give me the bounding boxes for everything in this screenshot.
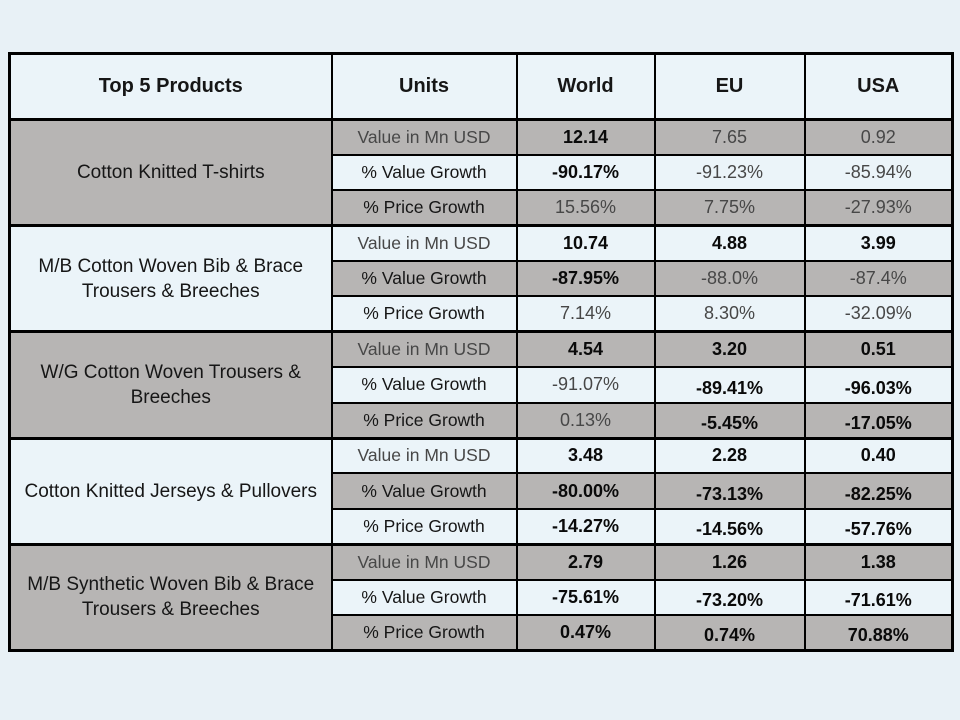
table-row: % Price Growth -14.27% -14.56% -57.76% [10, 507, 954, 546]
value-cell-usa: -71.61% [803, 578, 954, 616]
value-cell-world: 0.13% [515, 401, 656, 440]
table-row: M/B Cotton Woven Bib & Brace Trousers & … [8, 224, 954, 333]
table-row: % Price Growth 0.47% 0.74% 70.88% [10, 613, 954, 652]
value-cell-usa: -96.03% [803, 366, 954, 404]
value-cell-usa: 1.38 [803, 542, 954, 581]
unit-label-cell: % Value Growth [330, 153, 518, 192]
table-row: % Price Growth 0.13% -5.45% -17.05% [10, 401, 954, 440]
value-cell-usa: 3.99 [803, 224, 954, 263]
value-cell-eu: -14.56% [653, 507, 806, 546]
value-cell-eu: 2.28 [653, 436, 806, 475]
value-cell-eu: 1.26 [653, 542, 806, 581]
value-cell-eu: 7.65 [653, 117, 806, 156]
unit-label-cell: % Price Growth [330, 507, 518, 546]
product-name-cell: Cotton Knitted Jerseys & Pullovers [8, 436, 333, 546]
value-cell-eu: -5.45% [653, 401, 806, 440]
value-cell-eu: 8.30% [653, 295, 806, 333]
value-cell-world: -91.07% [515, 366, 656, 404]
value-cell-eu: 0.74% [653, 613, 806, 652]
table-row: % Price Growth 15.56% 7.75% -27.93% [10, 189, 954, 227]
table-header: Top 5 Products Units World EU USA [8, 52, 954, 121]
value-cell-eu: 7.75% [653, 189, 806, 227]
unit-label-cell: % Price Growth [330, 613, 518, 652]
unit-label-cell: % Value Growth [330, 472, 518, 510]
value-cell-usa: -32.09% [803, 295, 954, 333]
table-row: % Value Growth -91.07% -89.41% -96.03% [10, 366, 954, 404]
table-row: % Value Growth -87.95% -88.0% -87.4% [10, 260, 954, 298]
table-row: M/B Synthetic Woven Bib & Brace Trousers… [8, 542, 954, 652]
value-cell-eu: 4.88 [653, 224, 806, 263]
value-cell-usa: 70.88% [803, 613, 954, 652]
value-cell-usa: -17.05% [803, 401, 954, 440]
product-name-cell: M/B Synthetic Woven Bib & Brace Trousers… [8, 542, 333, 652]
value-cell-world: -90.17% [515, 153, 656, 192]
table-body: Cotton Knitted T-shirts Value in Mn USD 12… [8, 117, 954, 652]
product-name-cell: M/B Cotton Woven Bib & Brace Trousers & … [8, 224, 333, 333]
header-row: Top 5 Products Units World EU USA [8, 52, 954, 121]
product-name-cell: Cotton Knitted T-shirts [8, 117, 333, 227]
table-row: W/G Cotton Woven Trousers & Breeches Valu… [8, 330, 954, 440]
value-cell-world: -80.00% [515, 472, 656, 510]
value-cell-world: 2.79 [515, 542, 656, 581]
unit-label-cell: % Price Growth [330, 401, 518, 440]
value-cell-usa: 0.92 [803, 117, 954, 156]
value-cell-eu: -91.23% [653, 153, 806, 192]
unit-label-cell: % Price Growth [330, 295, 518, 333]
unit-label-cell: % Value Growth [330, 578, 518, 616]
value-cell-world: -87.95% [515, 260, 656, 298]
value-cell-world: 3.48 [515, 436, 656, 475]
top5-products-table: Top 5 Products Units World EU USA Cotton… [8, 52, 954, 652]
column-header-usa: USA [803, 52, 954, 121]
column-header-units: Units [330, 52, 518, 121]
unit-label-cell: Value in Mn USD [330, 224, 518, 263]
unit-label-cell: Value in Mn USD [330, 436, 518, 475]
value-cell-world: 10.74 [515, 224, 656, 263]
unit-label-cell: Value in Mn USD [330, 330, 518, 369]
value-cell-eu: 3.20 [653, 330, 806, 369]
unit-label-cell: % Price Growth [330, 189, 518, 227]
value-cell-usa: -85.94% [803, 153, 954, 192]
value-cell-world: 12.14 [515, 117, 656, 156]
value-cell-usa: -57.76% [803, 507, 954, 546]
value-cell-eu: -73.13% [653, 472, 806, 510]
value-cell-world: -75.61% [515, 578, 656, 616]
table-row: Cotton Knitted Jerseys & Pullovers Value … [8, 436, 954, 546]
table-row: % Value Growth -80.00% -73.13% -82.25% [10, 472, 954, 510]
value-cell-world: -14.27% [515, 507, 656, 546]
value-cell-world: 0.47% [515, 613, 656, 652]
value-cell-world: 4.54 [515, 330, 656, 369]
value-cell-usa: -87.4% [803, 260, 954, 298]
value-cell-eu: -88.0% [653, 260, 806, 298]
unit-label-cell: Value in Mn USD [330, 117, 518, 156]
column-header-world: World [515, 52, 656, 121]
value-cell-usa: -82.25% [803, 472, 954, 510]
unit-label-cell: % Value Growth [330, 260, 518, 298]
unit-label-cell: % Value Growth [330, 366, 518, 404]
value-cell-world: 15.56% [515, 189, 656, 227]
unit-label-cell: Value in Mn USD [330, 542, 518, 581]
value-cell-world: 7.14% [515, 295, 656, 333]
value-cell-eu: -89.41% [653, 366, 806, 404]
column-header-products: Top 5 Products [8, 52, 333, 121]
value-cell-eu: -73.20% [653, 578, 806, 616]
value-cell-usa: 0.40 [803, 436, 954, 475]
column-header-eu: EU [653, 52, 806, 121]
product-name-cell: W/G Cotton Woven Trousers & Breeches [8, 330, 333, 440]
table-row: % Value Growth -75.61% -73.20% -71.61% [10, 578, 954, 616]
value-cell-usa: -27.93% [803, 189, 954, 227]
value-cell-usa: 0.51 [803, 330, 954, 369]
table-row: % Price Growth 7.14% 8.30% -32.09% [10, 295, 954, 333]
table-container: Top 5 Products Units World EU USA Cotton… [8, 52, 954, 652]
table-row: Cotton Knitted T-shirts Value in Mn USD 12… [8, 117, 954, 227]
table-row: % Value Growth -90.17% -91.23% -85.94% [10, 153, 954, 192]
